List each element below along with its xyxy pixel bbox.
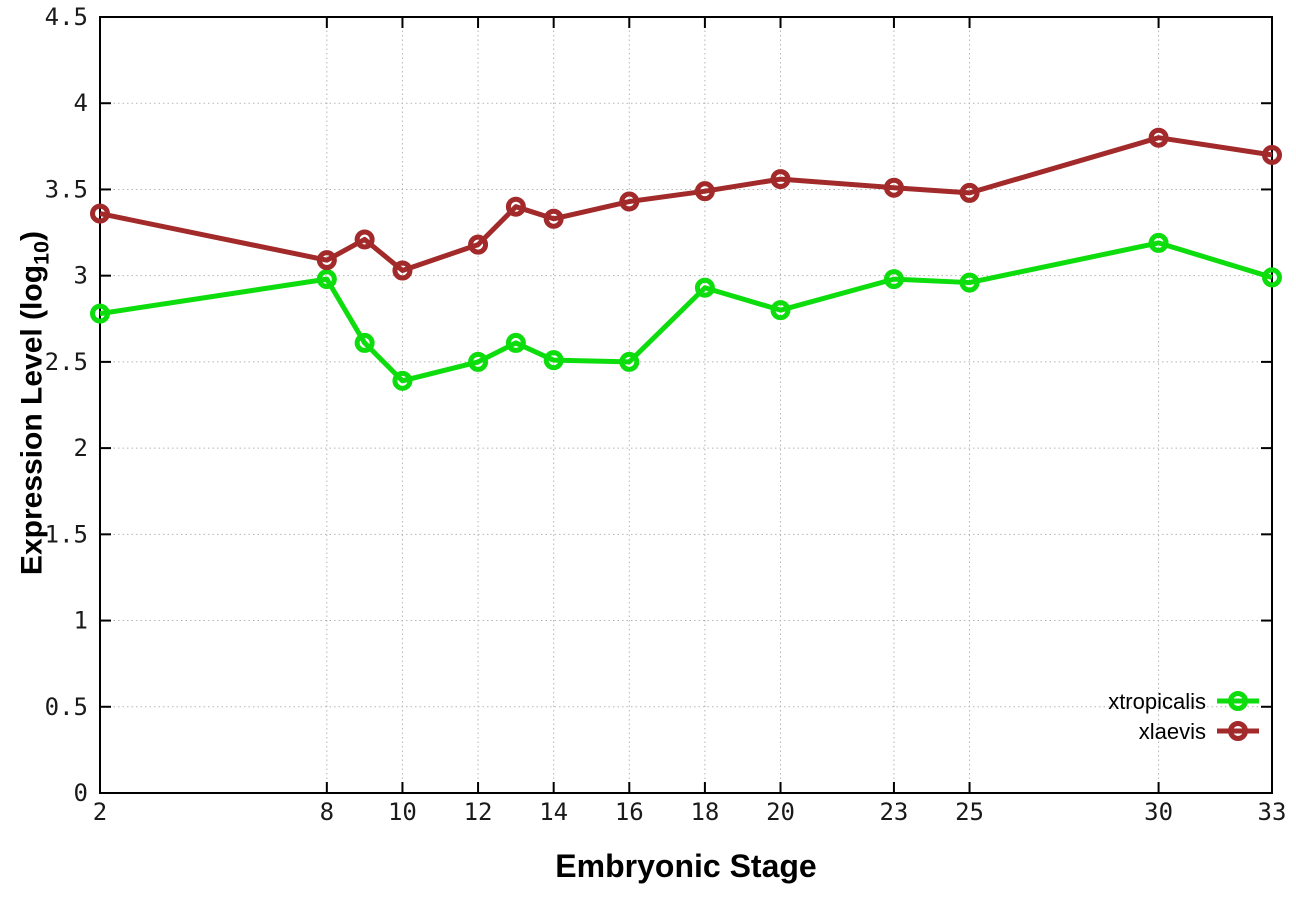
series-marker-xtropicalis: [619, 351, 640, 372]
y-tick-label: 1.5: [45, 520, 88, 548]
series-marker-xlaevis: [1262, 144, 1282, 165]
series-marker-xtropicalis: [1148, 232, 1169, 253]
series-marker-xlaevis: [354, 229, 375, 250]
x-tick-label: 12: [464, 798, 493, 826]
y-axis-title: Expression Level (log10): [16, 231, 55, 575]
series-marker-xtropicalis: [694, 277, 715, 298]
series-marker-xlaevis: [468, 234, 489, 255]
series-marker-xlaevis: [959, 182, 980, 203]
x-tick-label: 16: [615, 798, 644, 826]
series-marker-xlaevis: [770, 169, 791, 190]
series-marker-xtropicalis: [90, 303, 110, 324]
series-marker-xlaevis: [543, 208, 564, 229]
y-tick-label: 0: [74, 779, 88, 807]
series-line-xlaevis: [99, 135, 1273, 273]
legend-label-xtropicalis: xtropicalis: [1108, 689, 1206, 714]
x-tick-label: 25: [955, 798, 984, 826]
x-tick-label: 33: [1258, 798, 1287, 826]
y-tick-label: 4: [74, 89, 88, 117]
x-tick-label: 2: [93, 798, 107, 826]
x-tick-label: 14: [539, 798, 568, 826]
y-tick-label: 0.5: [45, 693, 88, 721]
y-tick-label: 3: [74, 262, 88, 290]
legend-marker-xlaevis: [1228, 721, 1248, 741]
series-marker-xlaevis: [619, 191, 640, 212]
y-axis-title-close: ): [15, 230, 49, 241]
x-tick-label: 18: [690, 798, 719, 826]
y-axis-title-subscript: 10: [28, 240, 54, 265]
series-line-xtropicalis: [99, 240, 1273, 384]
series-marker-xlaevis: [316, 250, 337, 271]
series-marker-xtropicalis: [505, 332, 526, 353]
series-marker-xtropicalis: [468, 351, 489, 372]
y-tick-label: 1: [74, 607, 88, 635]
x-tick-label: 30: [1144, 798, 1173, 826]
legend-label-xlaevis: xlaevis: [1139, 719, 1206, 744]
x-axis-title: Embryonic Stage: [555, 848, 817, 884]
plot-border: [99, 16, 1273, 794]
series-marker-xtropicalis: [770, 300, 791, 321]
series-marker-xtropicalis: [354, 332, 375, 353]
x-tick-label: 8: [320, 798, 334, 826]
series-marker-xtropicalis: [543, 350, 564, 371]
y-tick-label: 2.5: [45, 348, 88, 376]
series-marker-xlaevis: [694, 181, 715, 202]
x-tick-label: 20: [766, 798, 795, 826]
series-marker-xtropicalis: [959, 272, 980, 293]
series-marker-xtropicalis: [392, 370, 413, 391]
y-tick-label: 4.5: [45, 3, 88, 31]
y-tick-label: 3.5: [45, 175, 88, 203]
series-marker-xlaevis: [883, 177, 904, 198]
series-marker-xtropicalis: [1262, 267, 1282, 288]
legend-marker-xtropicalis: [1228, 691, 1248, 711]
series-marker-xlaevis: [1148, 127, 1169, 148]
x-tick-label: 23: [879, 798, 908, 826]
series-marker-xtropicalis: [883, 269, 904, 290]
y-axis-title-text: Expression Level (log: [15, 264, 49, 576]
x-tick-label: 10: [388, 798, 417, 826]
series-marker-xtropicalis: [316, 269, 337, 290]
y-tick-label: 2: [74, 434, 88, 462]
series-marker-xlaevis: [505, 196, 526, 217]
series-marker-xlaevis: [90, 203, 110, 224]
series-marker-xlaevis: [392, 260, 413, 281]
